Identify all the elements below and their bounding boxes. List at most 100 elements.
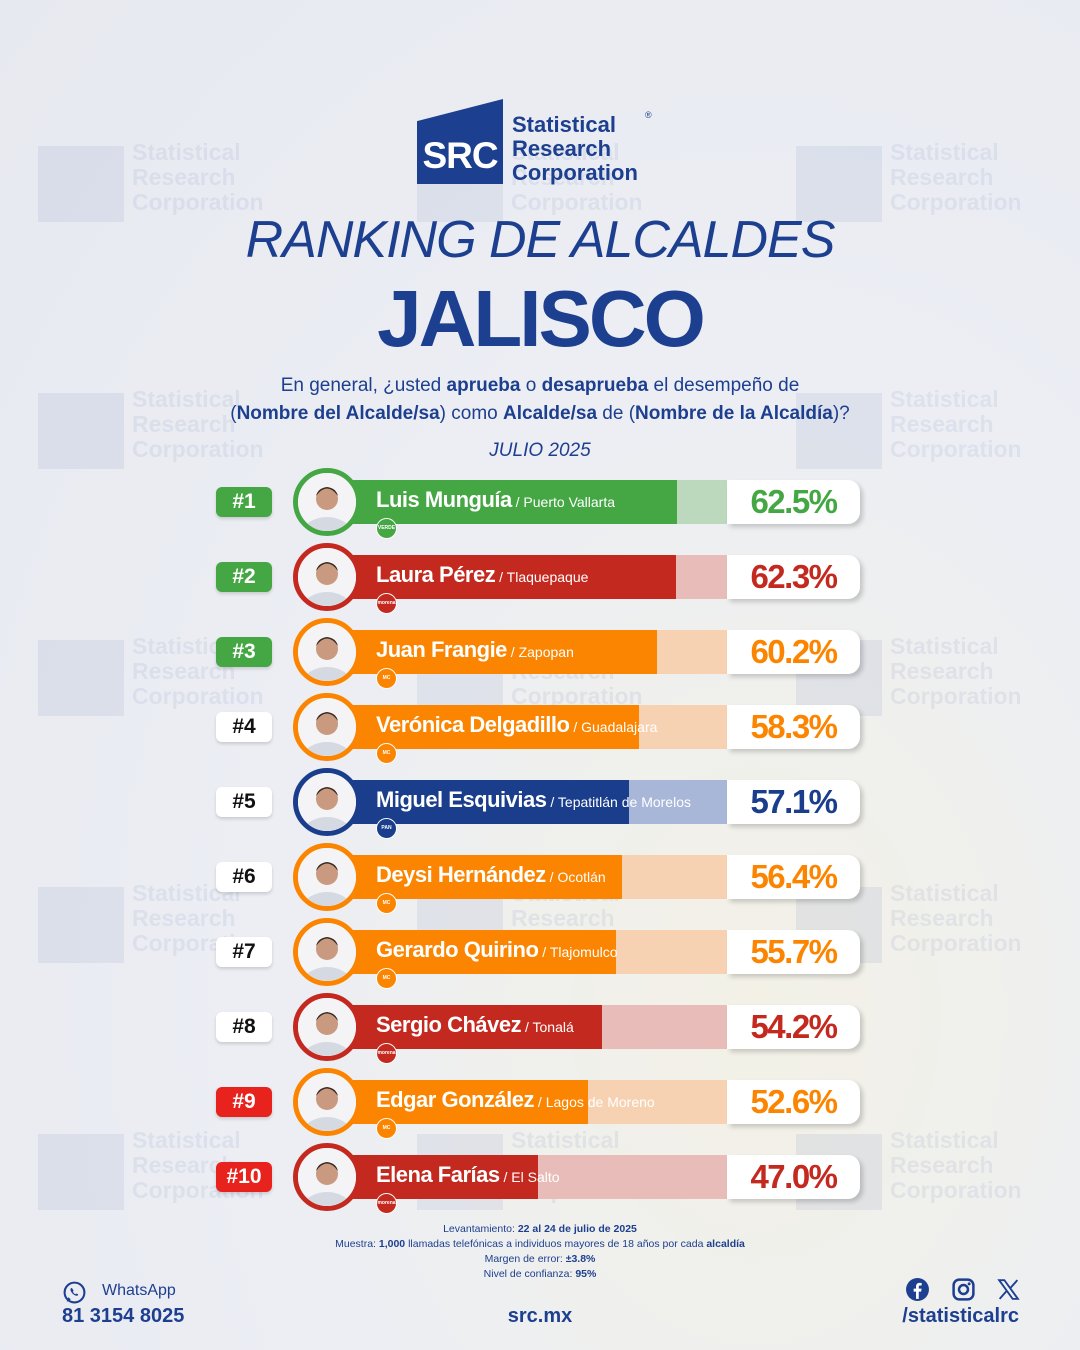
rank-badge: #9 [216, 1087, 272, 1117]
methodology-notes: Levantamiento: 22 al 24 de julio de 2025… [0, 1222, 1080, 1282]
bar [330, 630, 657, 674]
methodology-text: 22 al 24 de julio de 2025 [517, 1223, 637, 1235]
party-icon: MC [376, 968, 397, 989]
logo-abbr: SRC [422, 135, 498, 176]
rank-badge: #2 [216, 562, 272, 592]
whatsapp-number[interactable]: 81 3154 8025 [62, 1305, 185, 1327]
whatsapp-icon [63, 1281, 86, 1304]
instagram-icon[interactable] [951, 1277, 976, 1302]
rank-badge: #5 [216, 787, 272, 817]
methodology-text: Nivel de confianza: [483, 1268, 576, 1280]
watermark-mark [38, 1134, 124, 1210]
src-logo: SRC Statistical Research Corporation ® [417, 99, 667, 185]
watermark-mark [796, 393, 882, 469]
bar-track: Edgar González / Lagos de Moreno [330, 1080, 727, 1124]
x-icon[interactable] [996, 1277, 1021, 1302]
municipality: / El Salto [499, 1169, 560, 1185]
data-label: 58.3% [727, 705, 860, 749]
watermark-mark [38, 393, 124, 469]
bar-track: Verónica Delgadillo / Guadalajara [330, 705, 727, 749]
watermark-mark [796, 146, 882, 222]
avatar [293, 468, 361, 536]
bar-track: Miguel Esquivias / Tepatitlán de Morelos [330, 780, 727, 824]
question-text: )? [832, 403, 850, 424]
data-label: 57.1% [727, 780, 860, 824]
candidate-name: Edgar González [376, 1087, 535, 1112]
bar [330, 855, 622, 899]
methodology-text: 95% [575, 1268, 597, 1280]
question-text: En general, ¿usted [280, 375, 447, 396]
municipality: / Tonalá [521, 1019, 574, 1035]
data-label: 52.6% [727, 1080, 860, 1124]
methodology-line: Levantamiento: 22 al 24 de julio de 2025 [0, 1222, 1080, 1237]
logo-line-3: Corporation [512, 160, 638, 185]
bar-label: Elena Farías / El Salto [376, 1162, 560, 1188]
bar-label: Luis Munguía / Puerto Vallarta [376, 487, 615, 513]
person-icon [298, 623, 356, 681]
bar-label: Deysi Hernández / Ocotlán [376, 862, 606, 888]
rank-badge: #4 [216, 712, 272, 742]
data-label: 54.2% [727, 1005, 860, 1049]
data-label: 55.7% [727, 930, 860, 974]
bar-track: Luis Munguía / Puerto Vallarta [330, 480, 727, 524]
bar [330, 1080, 588, 1124]
bar-label: Laura Pérez / Tlaquepaque [376, 562, 588, 588]
candidate-name: Juan Frangie [376, 637, 507, 662]
avatar [293, 618, 361, 686]
candidate-name: Miguel Esquivias [376, 787, 547, 812]
question-emphasis: Alcalde/sa [503, 403, 598, 424]
methodology-line: Margen de error: ±3.8% [0, 1252, 1080, 1267]
question-emphasis: desaprueba [541, 375, 649, 396]
registered-mark: ® [645, 110, 652, 120]
data-label: 62.5% [727, 480, 860, 524]
bar [330, 930, 616, 974]
data-label: 56.4% [727, 855, 860, 899]
question-text: ) como [439, 403, 504, 424]
social-handle[interactable]: /statisticalrc [902, 1305, 1019, 1327]
facebook-icon[interactable] [905, 1277, 930, 1302]
website-link[interactable]: src.mx [507, 1305, 573, 1327]
watermark-mark [38, 146, 124, 222]
bar-track: Elena Farías / El Salto [330, 1155, 727, 1199]
municipality: / Zapopan [506, 644, 574, 660]
municipality: / Guadalajara [569, 719, 658, 735]
question-emphasis: Nombre de la Alcaldía [635, 403, 833, 424]
candidate-name: Elena Farías [376, 1162, 500, 1187]
question-text: o [520, 375, 542, 396]
party-icon: morena [376, 593, 397, 614]
candidate-name: Luis Munguía [376, 487, 512, 512]
watermark-mark [38, 887, 124, 963]
person-icon [298, 1148, 356, 1206]
question-text: el desempeño de [648, 375, 800, 396]
social-links: /statisticalrc [902, 1277, 1025, 1337]
person-icon [298, 848, 356, 906]
party-icon: morena [376, 1193, 397, 1214]
party-icon: MC [376, 1118, 397, 1139]
municipality: / Ocotlán [545, 869, 606, 885]
bar [330, 480, 677, 524]
bar-track: Gerardo Quirino / Tlajomulco [330, 930, 727, 974]
party-icon: morena [376, 1043, 397, 1064]
candidate-name: Verónica Delgadillo [376, 712, 570, 737]
rank-badge: #7 [216, 937, 272, 967]
municipality: / Lagos de Moreno [534, 1094, 655, 1110]
bar-label: Verónica Delgadillo / Guadalajara [376, 712, 657, 738]
methodology-text: Muestra: [335, 1238, 379, 1250]
candidate-name: Gerardo Quirino [376, 937, 539, 962]
party-icon: MC [376, 668, 397, 689]
methodology-line: Muestra: 1,000 llamadas telefónicas a in… [0, 1237, 1080, 1252]
bar-label: Gerardo Quirino / Tlajomulco [376, 937, 618, 963]
survey-question: En general, ¿usted aprueba o desaprueba … [0, 372, 1080, 428]
rank-badge: #6 [216, 862, 272, 892]
person-icon [298, 698, 356, 756]
